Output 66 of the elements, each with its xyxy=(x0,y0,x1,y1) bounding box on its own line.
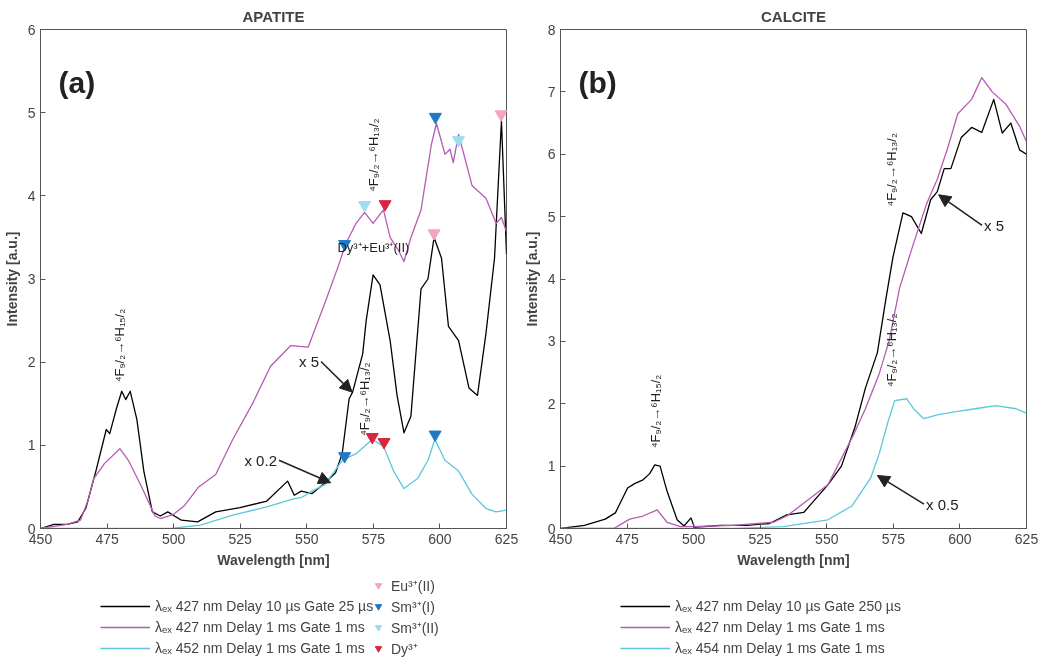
point xyxy=(338,452,352,464)
x-tick-label: 625 xyxy=(1014,530,1039,547)
y-tick-label: 5 xyxy=(547,208,556,225)
chart-title: APATITE xyxy=(242,7,305,25)
x-axis-title: Wavelength [nm] xyxy=(217,551,330,568)
y-tick-label: 2 xyxy=(547,395,556,412)
legend-label: λₑₓ 454 nm Delay 1 ms Gate 1 ms xyxy=(675,640,885,656)
y-tick-label: 3 xyxy=(547,333,556,350)
x-tick-label: 575 xyxy=(881,530,906,547)
y-axis-title: Intensity [a.u.] xyxy=(3,231,20,327)
annotation: x 0.5 xyxy=(925,495,959,513)
annotation: ⁴F₉/₂→⁶H₁₃/₂ xyxy=(883,133,899,207)
legend-label: λₑₓ 427 nm Delay 1 ms Gate 1 ms xyxy=(155,619,365,635)
legend-label: λₑₓ 427 nm Delay 10 µs Gate 25 µs xyxy=(155,598,374,614)
x-tick-label: 525 xyxy=(748,530,773,547)
annotation: x 5 xyxy=(298,352,319,370)
point xyxy=(358,201,372,213)
annotation: ⁴F₉/₂→⁶H₁₃/₂ xyxy=(883,313,899,387)
x-axis-title: Wavelength [nm] xyxy=(737,551,850,568)
x-tick-label: 475 xyxy=(615,530,639,547)
annotation: (a) xyxy=(58,66,96,100)
point xyxy=(365,433,379,445)
legend-label: λₑₓ 427 nm Delay 10 µs Gate 250 µs xyxy=(675,598,901,614)
x-tick-label: 600 xyxy=(428,530,452,547)
y-tick-label: 3 xyxy=(27,271,36,287)
legend-label: λₑₓ 427 nm Delay 1 ms Gate 1 ms xyxy=(675,619,885,635)
y-tick-label: 5 xyxy=(27,104,36,121)
x-tick-label: 500 xyxy=(161,530,186,547)
legend-label: λₑₓ 452 nm Delay 1 ms Gate 1 ms xyxy=(155,640,365,656)
y-tick-label: 6 xyxy=(547,146,556,163)
annotation: ⁴F₉/₂→⁶H₁₅/₂ xyxy=(647,374,663,448)
legend-label: Sm³⁺(II) xyxy=(391,618,439,637)
annotation: x 0.2 xyxy=(244,451,277,469)
y-tick-label: 1 xyxy=(27,437,36,454)
annotation: (b) xyxy=(578,66,617,100)
legend-label: Eu³⁺(II) xyxy=(391,576,435,595)
y-axis-title: Intensity [a.u.] xyxy=(523,231,540,327)
point xyxy=(428,430,442,442)
point xyxy=(377,438,391,450)
x-tick-label: 575 xyxy=(361,530,386,547)
x-tick-label: 550 xyxy=(295,530,319,547)
y-tick-label: 1 xyxy=(547,458,556,475)
point xyxy=(452,136,466,148)
annotation: ⁴F₉/₂→⁶H₁₅/₂ xyxy=(111,308,127,383)
x-tick-label: 550 xyxy=(815,530,839,547)
x-tick-label: 500 xyxy=(681,530,706,547)
y-tick-label: 7 xyxy=(547,83,556,100)
annotation: ⁴F₉/₂→⁶H₁₃/₂ xyxy=(366,118,381,192)
point xyxy=(428,112,442,125)
annotation: x 5 xyxy=(984,216,1005,234)
chart-title: CALCITE xyxy=(761,7,826,25)
annotation: ⁴F₉/₂→⁶H₁₃/₂ xyxy=(357,362,372,436)
point xyxy=(427,229,441,241)
x-tick-label: 625 xyxy=(494,530,519,547)
point xyxy=(378,200,392,212)
legend-label: Dy³⁺ xyxy=(391,639,418,658)
point xyxy=(494,110,507,122)
y-tick-label: 4 xyxy=(27,187,36,204)
x-tick-label: 525 xyxy=(228,530,253,547)
x-tick-label: 600 xyxy=(948,530,972,547)
y-tick-label: 4 xyxy=(547,271,556,287)
y-tick-label: 2 xyxy=(27,354,36,371)
legend-label: Sm³⁺(I) xyxy=(391,597,435,616)
y-tick-label: 8 xyxy=(547,21,556,38)
y-tick-label: 6 xyxy=(27,21,36,38)
x-tick-label: 475 xyxy=(95,530,119,547)
